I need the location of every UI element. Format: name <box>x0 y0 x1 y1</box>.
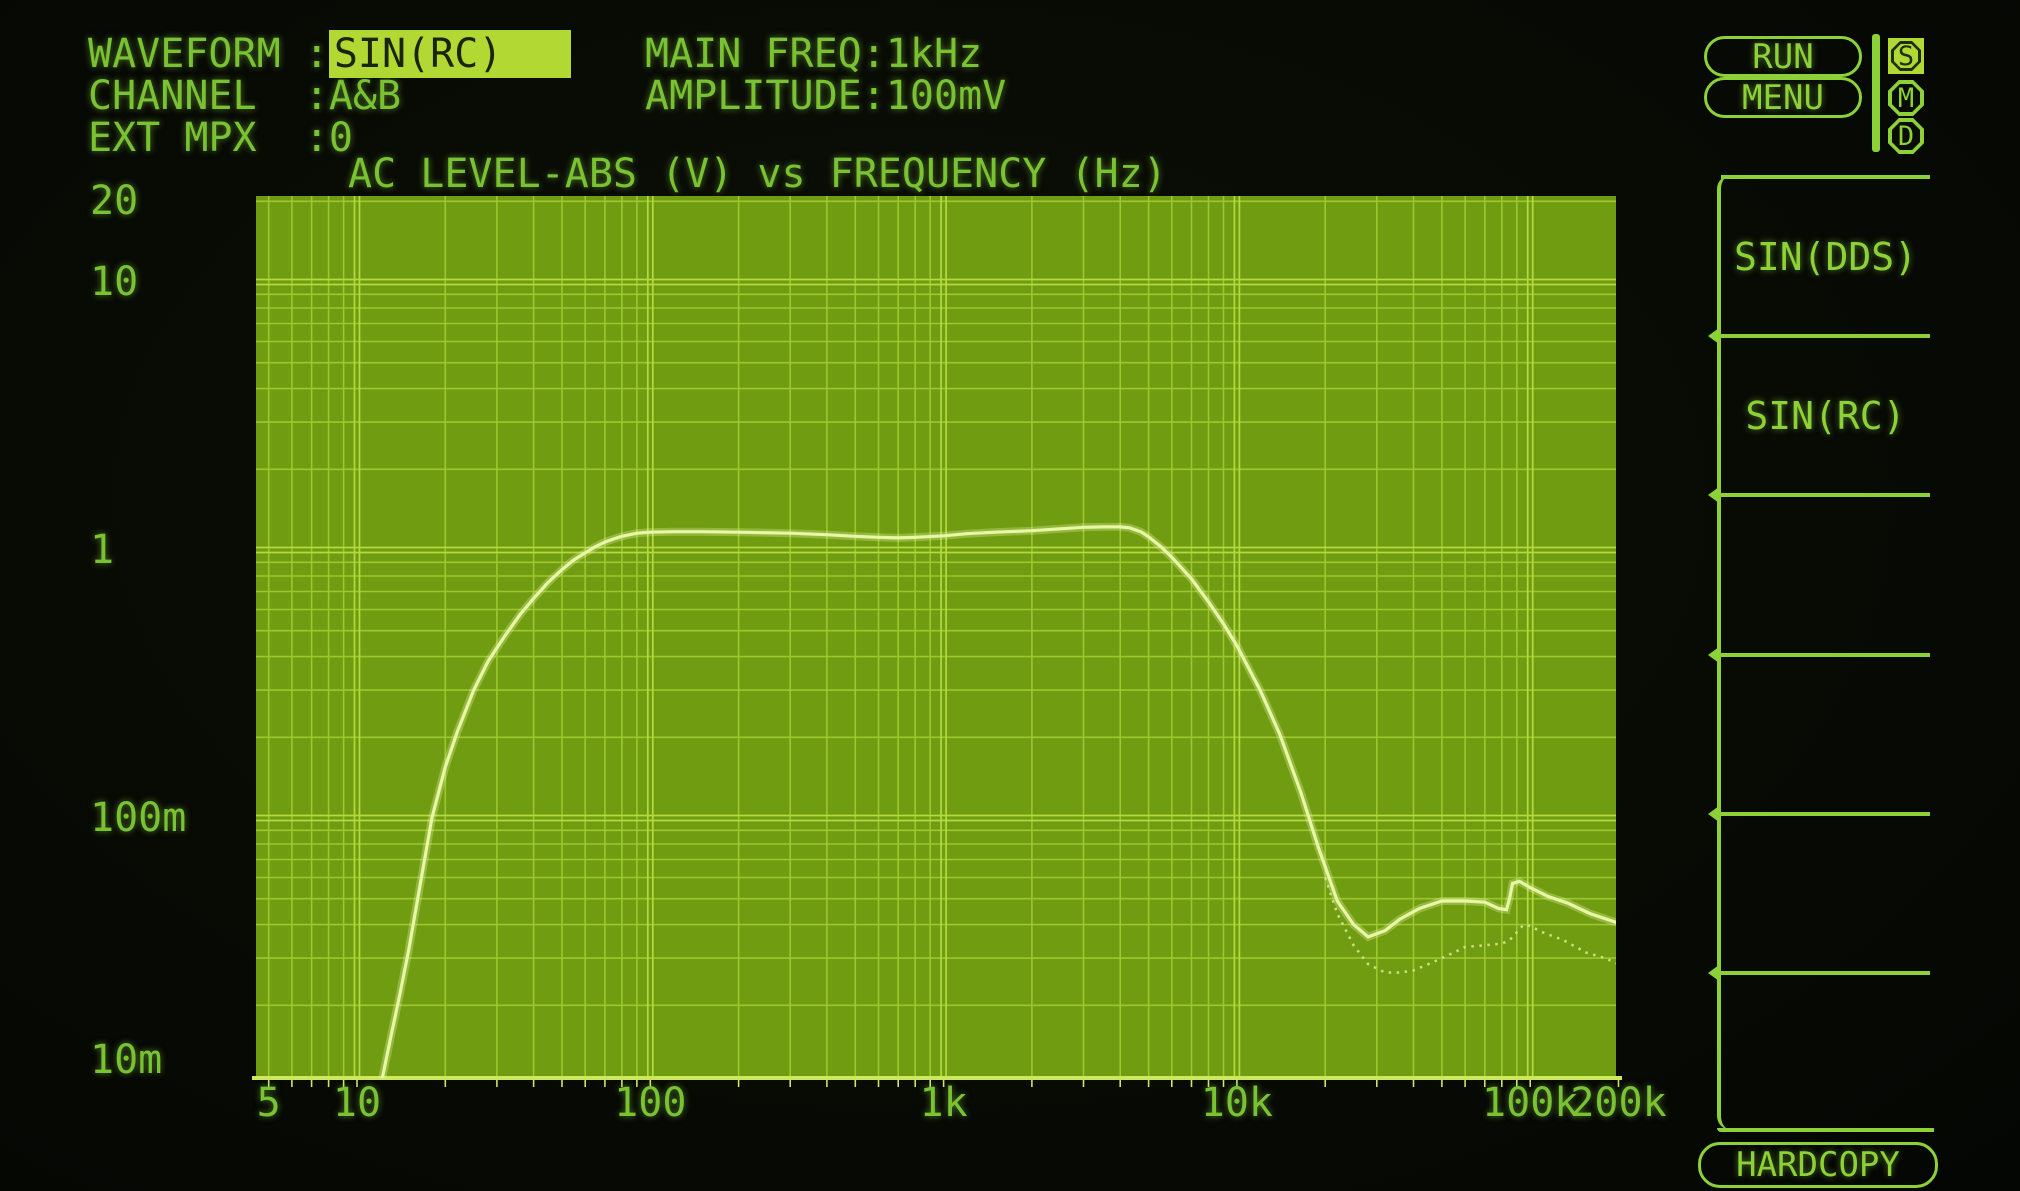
field-main-freq-value[interactable]: 1kHz <box>885 31 983 77</box>
hardcopy-button-label: HARDCOPY <box>1736 1145 1900 1185</box>
x-tick-label: 1k <box>919 1080 968 1126</box>
status-badge-d: D <box>1888 118 1924 154</box>
field-ext-mpx-label: EXT MPX : <box>88 115 329 161</box>
x-tick-label: 10 <box>332 1080 382 1126</box>
y-tick-label: 100m <box>90 795 187 841</box>
softkey-6[interactable] <box>1708 964 1930 1130</box>
run-button[interactable]: RUN <box>1704 36 1862 77</box>
x-tick-label: 100k <box>1482 1080 1579 1126</box>
menu-button[interactable]: MENU <box>1704 77 1862 118</box>
field-channel-label: CHANNEL : <box>88 73 329 119</box>
divider-notch-icon <box>1708 805 1719 822</box>
softkey-3[interactable] <box>1708 487 1930 652</box>
divider-notch-icon <box>1708 964 1719 981</box>
field-main-freq: MAIN FREQ:1kHz <box>645 30 982 78</box>
y-tick-label: 1 <box>90 527 115 573</box>
softkey-sin-dds-label: SIN(DDS) <box>1733 234 1918 279</box>
divider-notch-icon <box>1708 646 1719 663</box>
field-amplitude-label: AMPLITUDE: <box>645 73 886 119</box>
x-tick-label: 10k <box>1200 1080 1274 1126</box>
y-tick-label: 20 <box>90 178 139 225</box>
x-tick-label: 200k <box>1570 1080 1667 1126</box>
field-amplitude-value[interactable]: 100mV <box>885 73 1007 119</box>
separator-bar <box>1872 34 1880 152</box>
field-channel-value[interactable]: A&B <box>328 73 402 119</box>
run-button-label: RUN <box>1752 36 1814 77</box>
softkey-menu: SIN(DDS) SIN(RC) <box>1708 175 1934 1132</box>
softkey-5[interactable] <box>1708 805 1930 971</box>
y-tick-label: 10m <box>90 1037 163 1083</box>
field-waveform-label: WAVEFORM : <box>88 31 329 77</box>
octagon-fill <box>1892 122 1920 150</box>
divider-notch-icon <box>1708 487 1719 504</box>
page-title: AC LEVEL-ABS (V) vs FREQUENCY (Hz) <box>348 151 1167 197</box>
status-badge-s: S <box>1888 38 1924 74</box>
octagon-fill <box>1892 84 1920 112</box>
softkey-sin-rc-label: SIN(RC) <box>1745 393 1906 438</box>
x-tick-label: 100 <box>614 1080 687 1126</box>
y-tick-label: 10 <box>90 259 139 305</box>
field-channel: CHANNEL :A&B <box>88 72 401 120</box>
x-tick-label: 5 <box>256 1080 281 1126</box>
field-ext-mpx-value[interactable]: 0 <box>328 115 353 161</box>
field-ext-mpx: EXT MPX :0 <box>88 114 353 162</box>
softkey-4[interactable] <box>1708 646 1930 812</box>
trace-channel-a <box>380 525 1616 1078</box>
status-badge-s-letter: S <box>1897 40 1915 72</box>
octagon-fill <box>1894 44 1918 68</box>
status-badge-m: M <box>1888 80 1924 116</box>
field-main-freq-label: MAIN FREQ: <box>645 31 886 77</box>
field-waveform-value[interactable]: SIN(RC) <box>328 30 571 78</box>
field-amplitude: AMPLITUDE:100mV <box>645 72 1006 120</box>
menu-button-label: MENU <box>1742 77 1824 118</box>
softkey-sin-rc[interactable]: SIN(RC) <box>1708 328 1930 493</box>
softkey-sin-dds[interactable]: SIN(DDS) <box>1721 175 1930 334</box>
field-waveform: WAVEFORM : SIN(RC) <box>88 30 571 78</box>
status-badge-d-letter: D <box>1897 120 1915 152</box>
hardcopy-button[interactable]: HARDCOPY <box>1698 1142 1938 1188</box>
divider-notch-icon <box>1708 328 1719 345</box>
status-badge-m-letter: M <box>1897 82 1915 114</box>
